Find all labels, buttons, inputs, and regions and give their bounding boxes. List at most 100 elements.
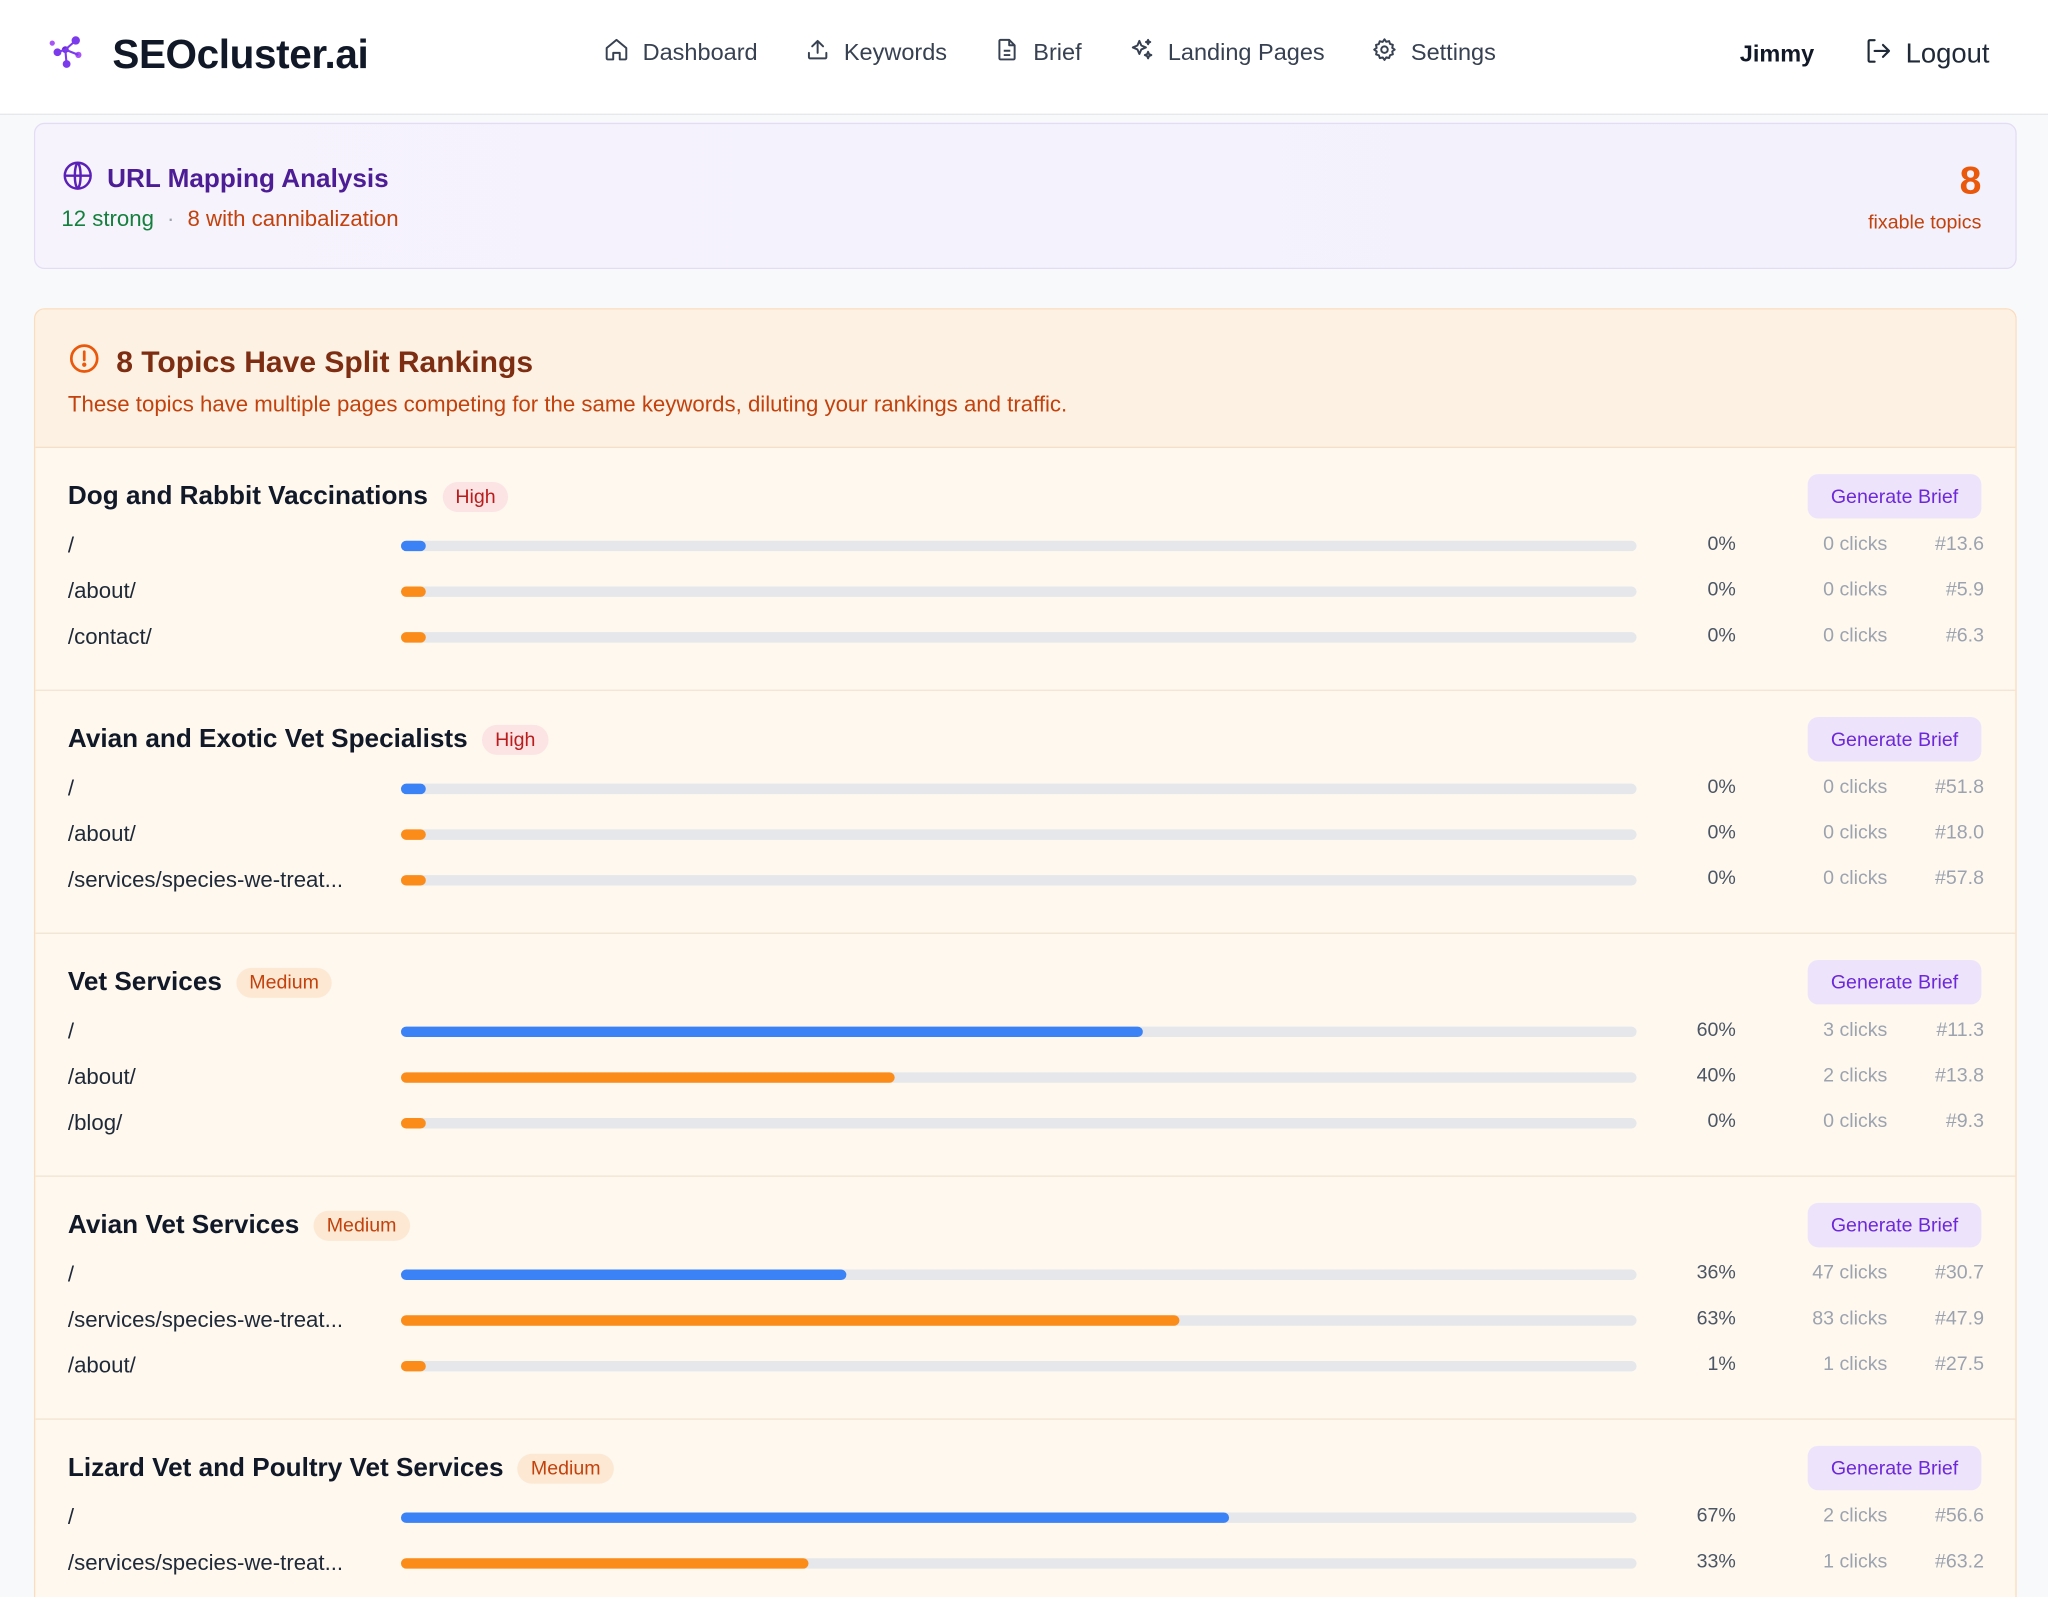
click-count: 1 clicks (1823, 1550, 1888, 1573)
avg-position: #13.8 (1934, 1064, 1984, 1087)
url-row: /about/1% 1 clicks #27.5 (35, 1353, 2015, 1399)
share-bar-fill (400, 540, 426, 552)
nav-brief-label: Brief (1033, 39, 1082, 66)
logout-button[interactable]: Logout (1864, 37, 1990, 74)
click-count: 1 clicks (1823, 1353, 1888, 1376)
generate-brief-button[interactable]: Generate Brief (1807, 1445, 1982, 1491)
url-path[interactable]: / (67, 1018, 75, 1044)
url-mapping-stats: 12 strong · 8 with cannibalization (61, 206, 398, 232)
generate-brief-button[interactable]: Generate Brief (1807, 474, 1982, 519)
nav-dashboard[interactable]: Dashboard (603, 37, 758, 70)
share-percent: 0% (1707, 624, 1736, 647)
nav-keywords[interactable]: Keywords (805, 37, 947, 70)
share-percent: 0% (1707, 775, 1736, 799)
share-bar-track (400, 1072, 1637, 1083)
topic-card: Avian Vet Services Medium Generate Brief / 3… (35, 1177, 2016, 1420)
topic-card: Avian and Exotic Vet Specialists High Gene… (35, 691, 2016, 934)
cannibalization-count: 8 with cannibalization (187, 206, 399, 232)
url-path[interactable]: / (67, 1261, 75, 1287)
url-path[interactable]: /about/ (67, 821, 136, 847)
share-bar-track (400, 829, 1637, 840)
url-mapping-title: URL Mapping Analysis (61, 159, 389, 199)
strong-count: 12 strong (61, 206, 154, 232)
nav-settings[interactable]: Settings (1372, 37, 1496, 70)
topic-heading: Dog and Rabbit Vaccinations High (67, 481, 509, 512)
topic-name: Dog and Rabbit Vaccinations (67, 481, 428, 511)
url-path[interactable]: /about/ (67, 1064, 136, 1090)
share-bar-track (400, 586, 1637, 597)
generate-brief-button[interactable]: Generate Brief (1807, 1202, 1982, 1248)
generate-brief-button[interactable]: Generate Brief (1807, 959, 1982, 1005)
avg-position: #18.0 (1934, 821, 1984, 844)
generate-brief-button[interactable]: Generate Brief (1807, 717, 1982, 762)
share-bar-fill (400, 1118, 426, 1129)
nav-brief[interactable]: Brief (994, 37, 1082, 70)
avg-position: #30.7 (1934, 1261, 1984, 1284)
url-path[interactable]: /contact/ (67, 624, 152, 650)
share-bar-track (400, 1118, 1637, 1129)
share-percent: 0% (1707, 1110, 1736, 1133)
url-path[interactable]: /services/species-we-treat... (67, 867, 344, 893)
nav-landing-pages[interactable]: Landing Pages (1129, 37, 1325, 70)
url-row: /services/species-we-treat... 0% 0 clicks #… (35, 867, 2015, 913)
url-path[interactable]: /services/species-we-treat... (67, 1550, 344, 1576)
share-bar-fill (400, 586, 426, 597)
alert-circle-icon (68, 342, 101, 382)
topic-name: Avian Vet Services (67, 1210, 300, 1240)
share-percent: 33% (1696, 1550, 1736, 1573)
url-row: /about/0% 0 clicks #18.0 (35, 821, 2015, 868)
share-percent: 60% (1696, 1018, 1736, 1041)
logout-icon (1864, 37, 1893, 74)
brand[interactable]: SEOcluster.ai (47, 31, 369, 78)
avg-position: #47.9 (1934, 1307, 1984, 1330)
url-path[interactable]: /about/ (67, 1353, 136, 1378)
share-percent: 63% (1696, 1307, 1736, 1330)
share-bar-track (400, 540, 1637, 552)
stat-separator: · (167, 206, 175, 232)
gear-icon (1372, 37, 1398, 70)
click-count: 0 clicks (1823, 867, 1888, 890)
url-mapping-card: URL Mapping Analysis 12 strong · 8 with … (33, 122, 2017, 270)
avg-position: #27.5 (1934, 1353, 1984, 1376)
fixable-count: 8 (1959, 159, 1982, 203)
main-nav: Dashboard Keywords Brief Landing Pages (603, 37, 1496, 70)
topic-heading: Avian Vet Services Medium (67, 1210, 410, 1241)
globe-icon (61, 159, 94, 199)
avg-position: #57.8 (1934, 867, 1984, 890)
share-bar-track (400, 1269, 1637, 1280)
url-row: /services/species-we-treat... 33% 1 clicks… (35, 1550, 2015, 1596)
url-path[interactable]: / (67, 775, 75, 801)
severity-badge: Medium (313, 1210, 410, 1241)
share-bar-fill (400, 1269, 846, 1280)
user-name[interactable]: Jimmy (1739, 40, 1815, 67)
share-bar-fill (400, 1512, 1229, 1523)
nav-settings-label: Settings (1410, 39, 1496, 66)
avg-position: #9.3 (1945, 1110, 1984, 1133)
topic-list: Dog and Rabbit Vaccinations High Generate … (35, 448, 2016, 1597)
split-rankings-panel: 8 Topics Have Split Rankings These topic… (33, 308, 2017, 1597)
url-mapping-title-text: URL Mapping Analysis (107, 164, 389, 194)
url-path[interactable]: / (67, 532, 75, 558)
avg-position: #63.2 (1934, 1550, 1984, 1573)
url-row: / 36% 47 clicks #30.7 (35, 1261, 2015, 1308)
click-count: 0 clicks (1823, 624, 1888, 647)
url-path[interactable]: /blog/ (67, 1110, 123, 1136)
share-percent: 67% (1696, 1504, 1736, 1527)
share-percent: 40% (1696, 1064, 1736, 1087)
share-bar-track (400, 1558, 1637, 1569)
share-bar-fill (400, 783, 426, 795)
share-bar-fill (400, 1315, 1180, 1326)
avg-position: #51.8 (1934, 775, 1984, 799)
topic-card: Lizard Vet and Poultry Vet Services Mediu… (35, 1420, 2015, 1597)
split-rankings-description: These topics have multiple pages competi… (67, 391, 1068, 417)
share-bar-track (400, 1026, 1637, 1038)
logout-label: Logout (1905, 39, 1990, 70)
topic-card: Vet Services Medium Generate Brief / 60% 3 cl… (35, 934, 2016, 1177)
share-bar-track (400, 632, 1637, 643)
split-rankings-title: 8 Topics Have Split Rankings (68, 342, 533, 382)
url-row: /blog/0% 0 clicks #9.3 (35, 1110, 2015, 1156)
url-path[interactable]: /services/species-we-treat... (67, 1307, 344, 1333)
url-path[interactable]: / (67, 1504, 75, 1530)
top-navbar: SEOcluster.ai Dashboard Keywords Brief (0, 0, 2048, 115)
url-path[interactable]: /about/ (67, 578, 136, 604)
